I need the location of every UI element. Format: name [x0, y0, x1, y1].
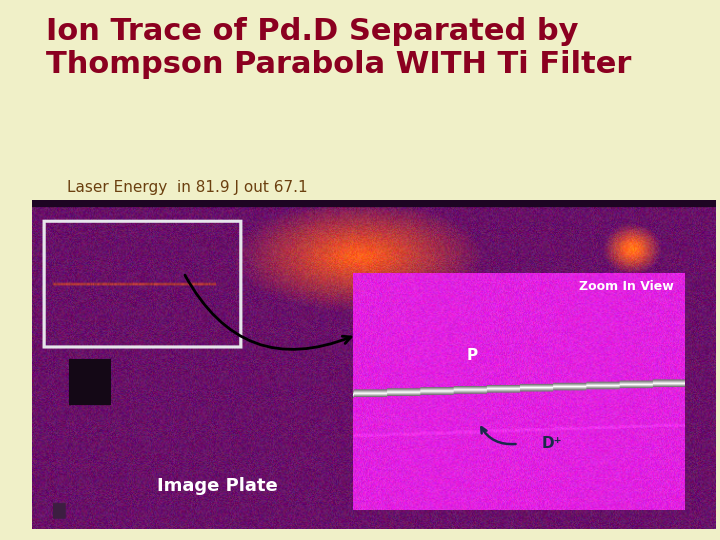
Text: Image Plate: Image Plate: [157, 477, 277, 495]
Text: Ion Trace of Pd.D Separated by
Thompson Parabola WITH Ti Filter: Ion Trace of Pd.D Separated by Thompson …: [46, 17, 631, 79]
Text: Zoom In View: Zoom In View: [580, 280, 674, 293]
Text: Laser Energy  in 81.9 J out 67.1: Laser Energy in 81.9 J out 67.1: [66, 180, 307, 195]
Text: D⁺: D⁺: [541, 436, 562, 451]
Text: P: P: [467, 348, 477, 363]
